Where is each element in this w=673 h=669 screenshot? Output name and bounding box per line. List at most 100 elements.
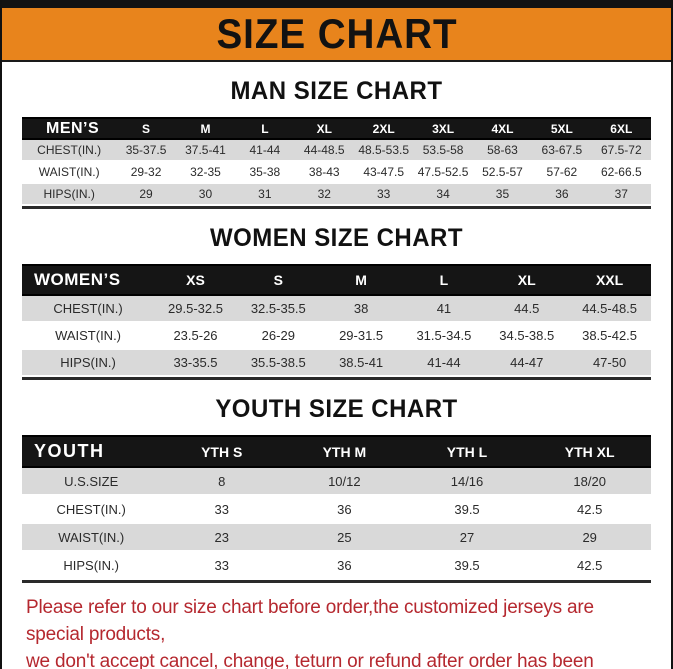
size-value-cell: 31: [235, 184, 295, 206]
size-value-cell: 38: [319, 296, 403, 323]
size-column-header: YTH XL: [528, 435, 651, 468]
size-column-header: S: [116, 117, 176, 140]
size-value-cell: 33: [353, 184, 414, 206]
size-value-cell: 43-47.5: [353, 162, 414, 184]
size-value-cell: 58-63: [472, 140, 533, 162]
disclaimer-note: Please refer to our size chart before or…: [26, 594, 647, 669]
women-section-heading: WOMEN SIZE CHART: [209, 224, 463, 252]
size-column-header: L: [402, 264, 486, 296]
size-value-cell: 39.5: [405, 496, 529, 524]
row-label: HIPS(IN.): [22, 552, 161, 580]
size-value-cell: 35-37.5: [116, 140, 176, 162]
header-row: YOUTH YTH S YTH M YTH L YTH XL: [22, 435, 651, 468]
size-column-header: XL: [485, 264, 569, 296]
size-value-cell: 53.5-58: [413, 140, 473, 162]
size-value-cell: 38-43: [294, 162, 354, 184]
size-value-cell: 39.5: [405, 552, 529, 580]
size-value-cell: 10/12: [283, 468, 406, 496]
size-column-header: YTH M: [283, 435, 406, 468]
size-column-header: L: [235, 117, 295, 140]
header-row: MEN’S S M L XL 2XL 3XL 4XL 5XL 6XL: [22, 117, 651, 140]
size-column-header: M: [319, 264, 403, 296]
size-value-cell: 48.5-53.5: [353, 140, 414, 162]
size-value-cell: 41-44: [402, 350, 486, 377]
section-men: MAN SIZE CHART MEN’S S M L XL 2XL 3XL 4XL 5XL 6XL C…: [2, 77, 671, 209]
size-value-cell: 34: [413, 184, 473, 206]
size-value-cell: 36: [283, 552, 406, 580]
size-value-cell: 18/20: [528, 468, 651, 496]
row-label: HIPS(IN.): [22, 184, 117, 206]
disclaimer-line-1: Please refer to our size chart before or…: [26, 597, 594, 645]
size-value-cell: 34.5-38.5: [485, 323, 569, 350]
size-value-cell: 32.5-35.5: [236, 296, 320, 323]
page-title: SIZE CHART: [215, 10, 458, 57]
row-label: CHEST(IN.): [22, 496, 161, 524]
row-label: U.S.SIZE: [22, 468, 161, 496]
table-row: WAIST(IN.) 29-32 32-35 35-38 38-43 43-47.5 47.…: [22, 162, 651, 184]
size-value-cell: 44-47: [485, 350, 569, 377]
size-value-cell: 35.5-38.5: [236, 350, 320, 377]
size-value-cell: 38.5-42.5: [568, 323, 651, 350]
men-table-label: MEN’S: [22, 117, 117, 140]
size-value-cell: 44.5: [485, 296, 569, 323]
row-label: WAIST(IN.): [22, 524, 161, 552]
size-column-header: XXL: [568, 264, 651, 296]
size-column-header: 2XL: [353, 117, 414, 140]
size-value-cell: 8: [160, 468, 284, 496]
section-youth: YOUTH SIZE CHART YOUTH YTH S YTH M YTH L YTH …: [2, 395, 671, 583]
table-row: CHEST(IN.) 35-37.5 37.5-41 41-44 44-48.5 48.5…: [22, 140, 651, 162]
size-column-header: YTH L: [405, 435, 529, 468]
table-row: CHEST(IN.) 33 36 39.5 42.5: [22, 496, 651, 524]
size-value-cell: 44.5-48.5: [568, 296, 651, 323]
size-value-cell: 33: [160, 552, 284, 580]
size-value-cell: 67.5-72: [591, 140, 651, 162]
table-row: WAIST(IN.) 23.5-26 26-29 29-31.5 31.5-34.5 34…: [22, 323, 651, 350]
size-value-cell: 36: [283, 496, 406, 524]
size-value-cell: 37.5-41: [175, 140, 236, 162]
row-label: WAIST(IN.): [22, 323, 155, 350]
size-value-cell: 29: [528, 524, 651, 552]
table-row: HIPS(IN.) 29 30 31 32 33 34 35 36 37: [22, 184, 651, 206]
women-size-table: WOMEN’S XS S M L XL XXL CHEST(IN.) 29.5-32.5 32.5…: [22, 264, 651, 380]
title-banner: SIZE CHART: [2, 8, 671, 62]
size-value-cell: 31.5-34.5: [402, 323, 486, 350]
size-column-header: 4XL: [472, 117, 533, 140]
men-size-table: MEN’S S M L XL 2XL 3XL 4XL 5XL 6XL CHEST(IN.) 35-37…: [22, 117, 651, 209]
size-value-cell: 42.5: [528, 496, 651, 524]
women-table-label: WOMEN’S: [22, 264, 155, 296]
size-value-cell: 52.5-57: [472, 162, 533, 184]
sections-container: MAN SIZE CHART MEN’S S M L XL 2XL 3XL 4XL 5XL 6XL C…: [2, 77, 671, 583]
size-value-cell: 30: [175, 184, 236, 206]
size-value-cell: 44-48.5: [294, 140, 354, 162]
size-value-cell: 26-29: [236, 323, 320, 350]
size-value-cell: 23: [160, 524, 284, 552]
table-row: U.S.SIZE 8 10/12 14/16 18/20: [22, 468, 651, 496]
top-black-bar: [2, 0, 671, 8]
size-column-header: 5XL: [532, 117, 592, 140]
men-section-heading: MAN SIZE CHART: [230, 77, 443, 105]
size-column-header: 6XL: [591, 117, 651, 140]
size-column-header: S: [236, 264, 320, 296]
disclaimer-line-2: we don't accept cancel, change, teturn o…: [26, 651, 594, 669]
size-column-header: 3XL: [413, 117, 473, 140]
row-label: WAIST(IN.): [22, 162, 117, 184]
size-value-cell: 35-38: [235, 162, 295, 184]
size-value-cell: 57-62: [532, 162, 592, 184]
table-row: HIPS(IN.) 33 36 39.5 42.5: [22, 552, 651, 580]
size-value-cell: 63-67.5: [532, 140, 592, 162]
row-label: CHEST(IN.): [22, 296, 155, 323]
size-value-cell: 29-31.5: [319, 323, 403, 350]
row-label: CHEST(IN.): [22, 140, 117, 162]
size-value-cell: 27: [405, 524, 529, 552]
size-value-cell: 23.5-26: [154, 323, 237, 350]
size-value-cell: 33: [160, 496, 284, 524]
size-column-header: XL: [294, 117, 354, 140]
size-value-cell: 32-35: [175, 162, 236, 184]
size-value-cell: 36: [532, 184, 592, 206]
size-column-header: XS: [154, 264, 237, 296]
size-column-header: M: [175, 117, 236, 140]
youth-size-table: YOUTH YTH S YTH M YTH L YTH XL U.S.SIZE 8 10/12…: [22, 435, 651, 583]
size-value-cell: 29.5-32.5: [154, 296, 237, 323]
youth-table-label: YOUTH: [22, 435, 161, 468]
